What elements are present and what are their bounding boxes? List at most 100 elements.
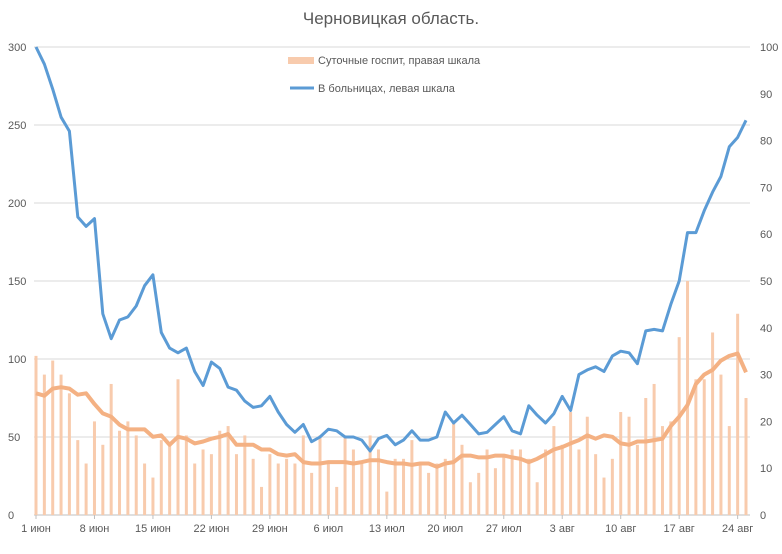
bar — [67, 393, 71, 515]
x-tick-label: 6 июл — [313, 523, 343, 535]
bar — [92, 421, 96, 515]
bar — [76, 440, 80, 515]
bar — [260, 486, 264, 515]
bar — [51, 360, 55, 515]
bar — [84, 463, 88, 515]
bar — [326, 463, 330, 515]
bar — [544, 449, 548, 515]
bar — [109, 383, 113, 515]
bar — [719, 374, 723, 515]
x-tick-label: 3 авг — [550, 523, 575, 535]
y-right-tick-label: 90 — [760, 89, 772, 101]
x-tick-label: 24 авг — [722, 523, 753, 535]
chart-title: Черновицкая область. — [303, 9, 479, 28]
bar — [226, 426, 230, 515]
bar — [686, 281, 690, 515]
bar — [577, 449, 581, 515]
bar — [143, 463, 147, 515]
bar — [285, 458, 289, 515]
bar — [418, 463, 422, 515]
y-left-tick-label: 150 — [8, 276, 26, 288]
bar — [736, 313, 740, 515]
bar — [101, 444, 105, 515]
x-tick-label: 17 авг — [664, 523, 695, 535]
bar — [443, 458, 447, 515]
bar — [134, 435, 138, 515]
y-right-tick-label: 30 — [760, 370, 772, 382]
bar — [435, 463, 439, 515]
x-tick-label: 1 июн — [21, 523, 51, 535]
bar — [477, 472, 481, 515]
y-right-tick-label: 100 — [760, 42, 778, 54]
legend-swatch-bars — [288, 57, 314, 64]
bar — [318, 435, 322, 515]
bar — [560, 444, 564, 515]
y-left-tick-label: 0 — [8, 510, 14, 522]
bar — [126, 421, 130, 515]
bar — [234, 454, 238, 515]
y-left-tick-label: 100 — [8, 354, 26, 366]
bar — [627, 416, 631, 515]
bar — [184, 435, 188, 515]
bar — [243, 435, 247, 515]
bar — [34, 355, 38, 515]
bar — [343, 435, 347, 515]
bar — [518, 449, 522, 515]
bar — [635, 444, 639, 515]
y-left-tick-label: 50 — [8, 432, 20, 444]
bar — [660, 426, 664, 515]
bar — [268, 454, 272, 515]
bar — [402, 458, 406, 515]
bar — [42, 374, 46, 515]
bar — [159, 440, 163, 515]
bar — [585, 416, 589, 515]
bar — [201, 449, 205, 515]
bar — [485, 449, 489, 515]
x-tick-label: 22 июн — [194, 523, 230, 535]
bar — [669, 421, 673, 515]
x-tick-label: 10 авг — [605, 523, 636, 535]
bar — [594, 454, 598, 515]
bar — [193, 463, 197, 515]
bar — [602, 477, 606, 515]
bar — [376, 449, 380, 515]
bar — [293, 463, 297, 515]
bar — [527, 458, 531, 515]
bar — [335, 486, 339, 515]
x-tick-label: 13 июл — [369, 523, 405, 535]
bar — [276, 463, 280, 515]
bar — [452, 421, 456, 515]
bar — [59, 374, 63, 515]
bar — [393, 458, 397, 515]
y-right-tick-label: 0 — [760, 510, 766, 522]
y-right-tick-label: 50 — [760, 276, 772, 288]
bar — [552, 426, 556, 515]
bar — [702, 379, 706, 515]
bar — [652, 383, 656, 515]
smoothed-daily-line — [35, 351, 748, 469]
bar — [493, 468, 497, 515]
bar — [468, 482, 472, 515]
bar — [694, 379, 698, 515]
legend: Суточные госпит, правая шкала В больница… — [288, 55, 481, 95]
bar — [301, 435, 305, 515]
y-right-tick-label: 40 — [760, 323, 772, 335]
bar — [351, 449, 355, 515]
bar — [744, 398, 748, 515]
bar — [118, 430, 122, 515]
legend-label-bars: Суточные госпит, правая шкала — [318, 55, 481, 67]
bar — [535, 482, 539, 515]
bar — [310, 472, 314, 515]
bar — [385, 491, 389, 515]
bar — [360, 463, 364, 515]
bar — [644, 398, 648, 515]
y-right-tick-label: 10 — [760, 463, 772, 475]
bar — [677, 337, 681, 515]
bar — [251, 458, 255, 515]
bar — [711, 332, 715, 515]
x-tick-label: 29 июн — [252, 523, 288, 535]
y-left-tick-label: 250 — [8, 120, 26, 132]
bar — [151, 477, 155, 515]
